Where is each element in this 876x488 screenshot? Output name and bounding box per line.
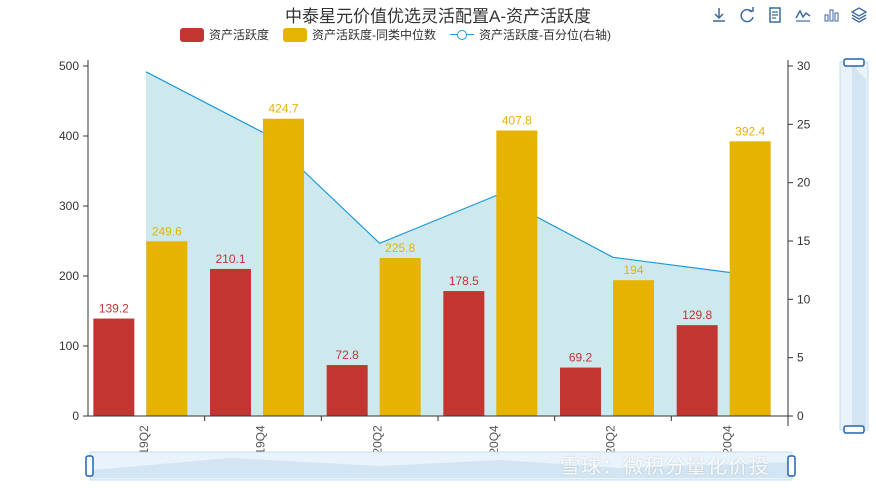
- data-label: 392.4: [735, 124, 765, 138]
- bar: [443, 291, 485, 416]
- y2-tick-label: 10: [797, 292, 811, 306]
- y2-tick-label: 5: [797, 351, 804, 365]
- stack-icon[interactable]: [850, 6, 868, 24]
- bar: [729, 141, 771, 416]
- y-tick-label: 100: [59, 339, 79, 353]
- legend-swatch-line: [450, 28, 475, 42]
- bar: [379, 257, 421, 416]
- data-label: 194: [623, 263, 643, 277]
- y-tick-label: 300: [59, 199, 79, 213]
- bar-chart-icon[interactable]: [822, 6, 840, 24]
- legend: 资产活跃度 资产活跃度-同类中位数 资产活跃度-百分位(右轴): [180, 26, 611, 43]
- data-label: 72.8: [335, 348, 359, 362]
- data-label: 69.2: [569, 351, 593, 365]
- data-label: 407.8: [502, 114, 532, 128]
- legend-label: 资产活跃度-同类中位数: [312, 28, 437, 42]
- toolbox: [710, 6, 868, 24]
- datazoom-bottom-shadow: [92, 458, 790, 478]
- chart-title: 中泰星元价值优选灵活配置A-资产活跃度: [285, 7, 591, 26]
- data-view-icon[interactable]: [766, 6, 784, 24]
- bar: [613, 280, 654, 416]
- watermark: 雪球：微积分量化价投: [560, 456, 770, 478]
- datazoom-handle-left[interactable]: [85, 455, 94, 477]
- y2-tick-label: 20: [797, 176, 811, 190]
- bar: [676, 325, 718, 416]
- data-label: 225.8: [385, 241, 415, 255]
- percentile-line: [145, 71, 731, 274]
- data-label: 139.2: [99, 302, 129, 316]
- y2-tick-label: 30: [797, 59, 811, 73]
- line-chart-icon[interactable]: [794, 6, 812, 24]
- y-tick-label: 500: [59, 59, 79, 73]
- data-label: 249.6: [152, 224, 182, 238]
- bar: [93, 318, 135, 416]
- legend-item-median[interactable]: 资产活跃度-同类中位数: [283, 26, 436, 43]
- datazoom-handle-top[interactable]: [843, 58, 865, 67]
- download-icon[interactable]: [710, 6, 728, 24]
- y-tick-label: 400: [59, 129, 79, 143]
- y-tick-label: 200: [59, 269, 79, 283]
- legend-label: 资产活跃度: [209, 28, 270, 42]
- data-label: 178.5: [449, 274, 479, 288]
- y2-tick-label: 25: [797, 117, 811, 131]
- datazoom-handle-bottom[interactable]: [843, 425, 865, 434]
- y2-tick-label: 15: [797, 234, 811, 248]
- datazoom-right-shadow: [852, 64, 866, 428]
- legend-item-active[interactable]: 资产活跃度: [180, 26, 269, 43]
- bar: [146, 241, 188, 416]
- y-tick-label: 0: [72, 409, 79, 423]
- data-label: 129.8: [682, 308, 712, 322]
- bar: [496, 130, 538, 417]
- legend-swatch-yellow: [283, 27, 308, 42]
- legend-swatch-red: [180, 27, 204, 42]
- bar: [210, 268, 251, 416]
- datazoom-handle-right[interactable]: [787, 455, 796, 477]
- legend-label: 资产活跃度-百分位(右轴): [479, 28, 612, 42]
- data-label: 424.7: [268, 102, 298, 116]
- refresh-icon[interactable]: [738, 6, 756, 24]
- bar: [263, 118, 304, 417]
- data-label: 210.1: [215, 252, 245, 266]
- legend-item-percentile[interactable]: 资产活跃度-百分位(右轴): [450, 26, 611, 43]
- bar: [326, 365, 368, 416]
- y2-tick-label: 0: [797, 409, 804, 423]
- bar: [560, 367, 601, 416]
